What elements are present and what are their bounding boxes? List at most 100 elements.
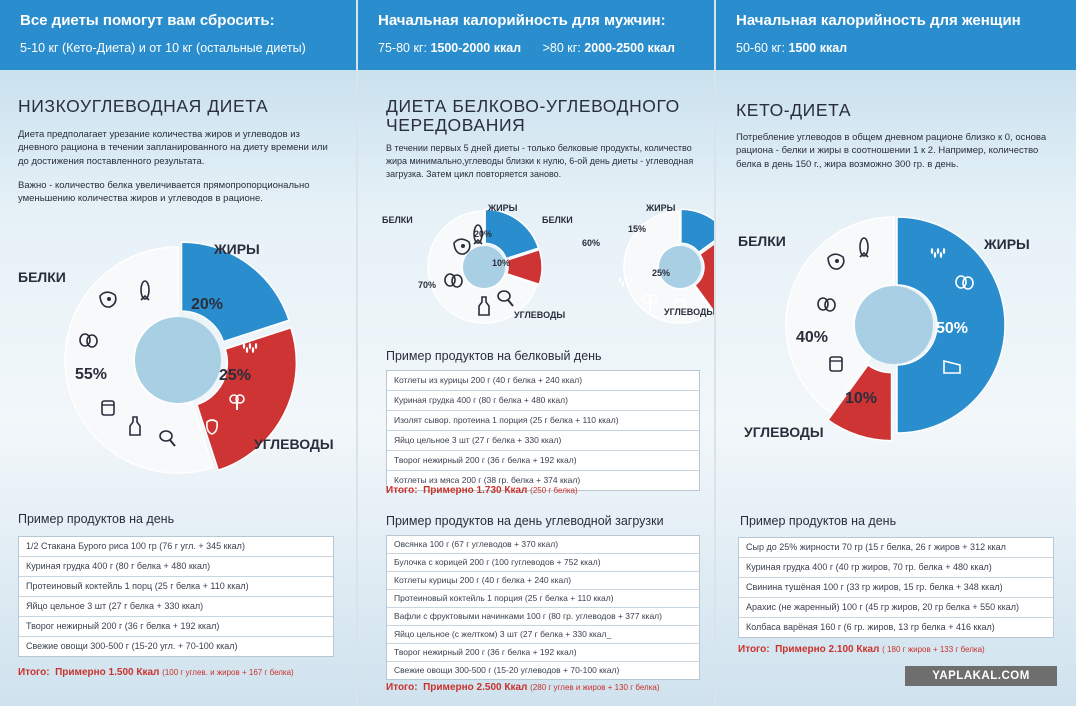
section-title-line2: ЧЕРЕДОВАНИЯ xyxy=(386,115,526,135)
watermark: YAPLAKAL.COM xyxy=(905,666,1057,686)
label-protein: БЕЛКИ xyxy=(18,269,66,285)
slice-carbs xyxy=(693,243,714,313)
egg-icon xyxy=(79,333,98,348)
fold-line xyxy=(356,0,358,706)
table-row: Котлеты из мяса 200 г (38 гр. белка + 37… xyxy=(394,475,581,485)
protein-products-title: Пример продуктов на белковый день xyxy=(386,349,602,363)
table-row: Булочка с корицей 200 г (100 гуглеводов … xyxy=(387,554,699,572)
protein-products-table: Котлеты из курицы 200 г (40 г белка + 24… xyxy=(386,370,700,491)
table-row: Творог нежирный 200 г (36 г белка + 192 … xyxy=(387,451,699,471)
pct-fats: 20% xyxy=(473,229,492,239)
pct-protein: 60% xyxy=(581,238,600,248)
section-title: КЕТО-ДИЕТА xyxy=(736,100,852,120)
label-protein: БЕЛКИ xyxy=(382,215,413,225)
table-row: Куриная грудка 400 г (80 г белка + 480 к… xyxy=(19,557,333,577)
products-title: Пример продуктов на день xyxy=(740,514,897,528)
jar-icon xyxy=(101,400,115,416)
description-paragraph: Диета предполагает урезание количества ж… xyxy=(18,129,328,167)
table-row: Протеиновый коктейль 1 порция (25 г белк… xyxy=(387,590,699,608)
label-carbs: УГЛЕВОДЫ xyxy=(514,310,566,320)
total-label: Итого: xyxy=(18,667,50,678)
rice-icon xyxy=(930,248,946,258)
label-carbs: УГЛЕВОДЫ xyxy=(664,307,714,317)
table-row: Арахис (не жаренный) 100 г (45 гр жиров,… xyxy=(739,598,1053,618)
broccoli-icon xyxy=(642,294,658,310)
total-detail: (250 г белка) xyxy=(530,486,578,495)
header-title: Все диеты помогут вам сбросить: xyxy=(20,12,275,29)
egg-icon xyxy=(955,275,974,290)
pepper-icon xyxy=(674,299,686,315)
meat-icon xyxy=(453,238,471,255)
jar-icon xyxy=(829,356,843,372)
table-row: Вафли с фруктовыми начинками 100 г (80 г… xyxy=(387,608,699,626)
header-title: Начальная калорийность для женщин xyxy=(736,12,1021,29)
pct-carbs: 25% xyxy=(651,268,670,278)
carb-total-line: Итого: Примерно 2.500 Ккал (280 г углев … xyxy=(386,682,659,693)
table-row: Свежие овощи 300-500 г (15-20 углеводов … xyxy=(394,665,620,675)
total-line: Итого: Примерно 2.100 Ккал ( 180 г жиров… xyxy=(738,644,985,655)
pct-carbs: 10% xyxy=(844,390,878,407)
milk-bottle-icon xyxy=(478,296,490,316)
header-values: 75-80 кг: 1500-2000 ккал >80 кг: 2000-25… xyxy=(378,41,696,55)
table-row: Колбаса варёная 160 г (6 гр. жиров, 13 г… xyxy=(746,622,995,632)
cheese-icon xyxy=(943,359,961,374)
slice-carbs xyxy=(195,326,298,472)
total-label: Итого: xyxy=(738,644,770,655)
milk-bottle-icon xyxy=(129,416,141,436)
table-row: Сыр до 25% жирности 70 гр (15 г белка, 2… xyxy=(739,538,1053,558)
table-row: Протеиновый коктейль 1 порц (25 г белка … xyxy=(19,577,333,597)
table-row: Свинина тушёная 100 г (33 гр жиров, 15 г… xyxy=(739,578,1053,598)
pct-carbs: 10% xyxy=(491,258,510,268)
label-fats: ЖИРЫ xyxy=(984,236,1030,252)
table-row: Яйцо цельное (с желтком) 3 шт (27 г белк… xyxy=(387,626,699,644)
total-value: Примерно 2.500 Ккал xyxy=(423,682,528,693)
carb-products-title: Пример продуктов на день углеводной загр… xyxy=(386,514,664,528)
egg-icon xyxy=(444,273,463,288)
total-value: Примерно 1.500 Ккал xyxy=(55,667,160,678)
label-fats: ЖИРЫ xyxy=(214,241,260,257)
table-row: Котлеты из курицы 200 г (40 г белка + 24… xyxy=(387,371,699,391)
header-weight-loss: Все диеты помогут вам сбросить: 5-10 кг … xyxy=(0,0,356,70)
slice-fats xyxy=(896,216,1006,434)
table-row: Творог нежирный 200 г (36 г белка + 192 … xyxy=(387,644,699,662)
header-value: 1500 ккал xyxy=(788,41,848,55)
header-text: 5-10 кг (Кето-Диета) и от 10 кг (остальн… xyxy=(20,41,306,55)
macro-donut-chart-protein-day xyxy=(427,208,543,324)
fish-icon xyxy=(140,280,150,301)
section-title: НИЗКОУГЛЕВОДНАЯ ДИЕТА xyxy=(18,96,269,116)
total-detail: (280 г углев и жиров + 130 г белка) xyxy=(530,683,660,692)
donut-hole xyxy=(855,286,933,364)
fold-line xyxy=(714,0,716,706)
pct-protein: 55% xyxy=(74,366,108,383)
chicken-leg-icon xyxy=(497,290,514,307)
slice-fats xyxy=(180,241,290,343)
slice-fats xyxy=(484,208,540,260)
label-carbs: УГЛЕВОДЫ xyxy=(744,424,824,440)
products-table: Сыр до 25% жирности 70 гр (15 г белка, 2… xyxy=(738,537,1054,638)
total-label: Итого: xyxy=(386,682,418,693)
table-row: Яйцо цельное 3 шт (27 г белка + 330 ккал… xyxy=(387,431,699,451)
total-detail: (100 г углев. и жиров + 167 г белка) xyxy=(162,668,294,677)
table-row: Свежие овощи 300-500 г (15-20 угл. + 70-… xyxy=(26,641,238,651)
panel-low-carb: Все диеты помогут вам сбросить: 5-10 кг … xyxy=(0,0,356,706)
note-paragraph: Важно - количество белка увеличивается п… xyxy=(18,180,310,205)
header-values: 50-60 кг: 1500 ккал xyxy=(736,41,1058,55)
header-men-calories: Начальная калорийность для мужчин: 75-80… xyxy=(358,0,714,70)
macro-donut-chart xyxy=(64,241,298,474)
rice-icon xyxy=(618,277,634,287)
total-label: Итого: xyxy=(386,485,418,496)
donut-hole xyxy=(659,246,701,288)
panel-keto: Начальная калорийность для женщин 50-60 … xyxy=(716,0,1076,706)
chicken-leg-icon xyxy=(159,430,176,447)
table-row: Яйцо цельное 3 шт (27 г белка + 330 ккал… xyxy=(19,597,333,617)
fish-icon xyxy=(473,224,483,245)
donut-hole xyxy=(135,317,221,403)
total-value: Примерно 1.730 Ккал xyxy=(423,485,528,496)
pct-fats: 15% xyxy=(627,224,646,234)
table-row: Овсянка 100 г (67 г углеводов + 370 ккал… xyxy=(387,536,699,554)
panel-protein-carb: Начальная калорийность для мужчин: 75-80… xyxy=(358,0,714,706)
donut-hole xyxy=(463,246,505,288)
slice-fats xyxy=(680,208,714,254)
rice-icon xyxy=(242,343,258,353)
table-row: 1/2 Стакана Бурого риса 100 гр (76 г угл… xyxy=(19,537,333,557)
